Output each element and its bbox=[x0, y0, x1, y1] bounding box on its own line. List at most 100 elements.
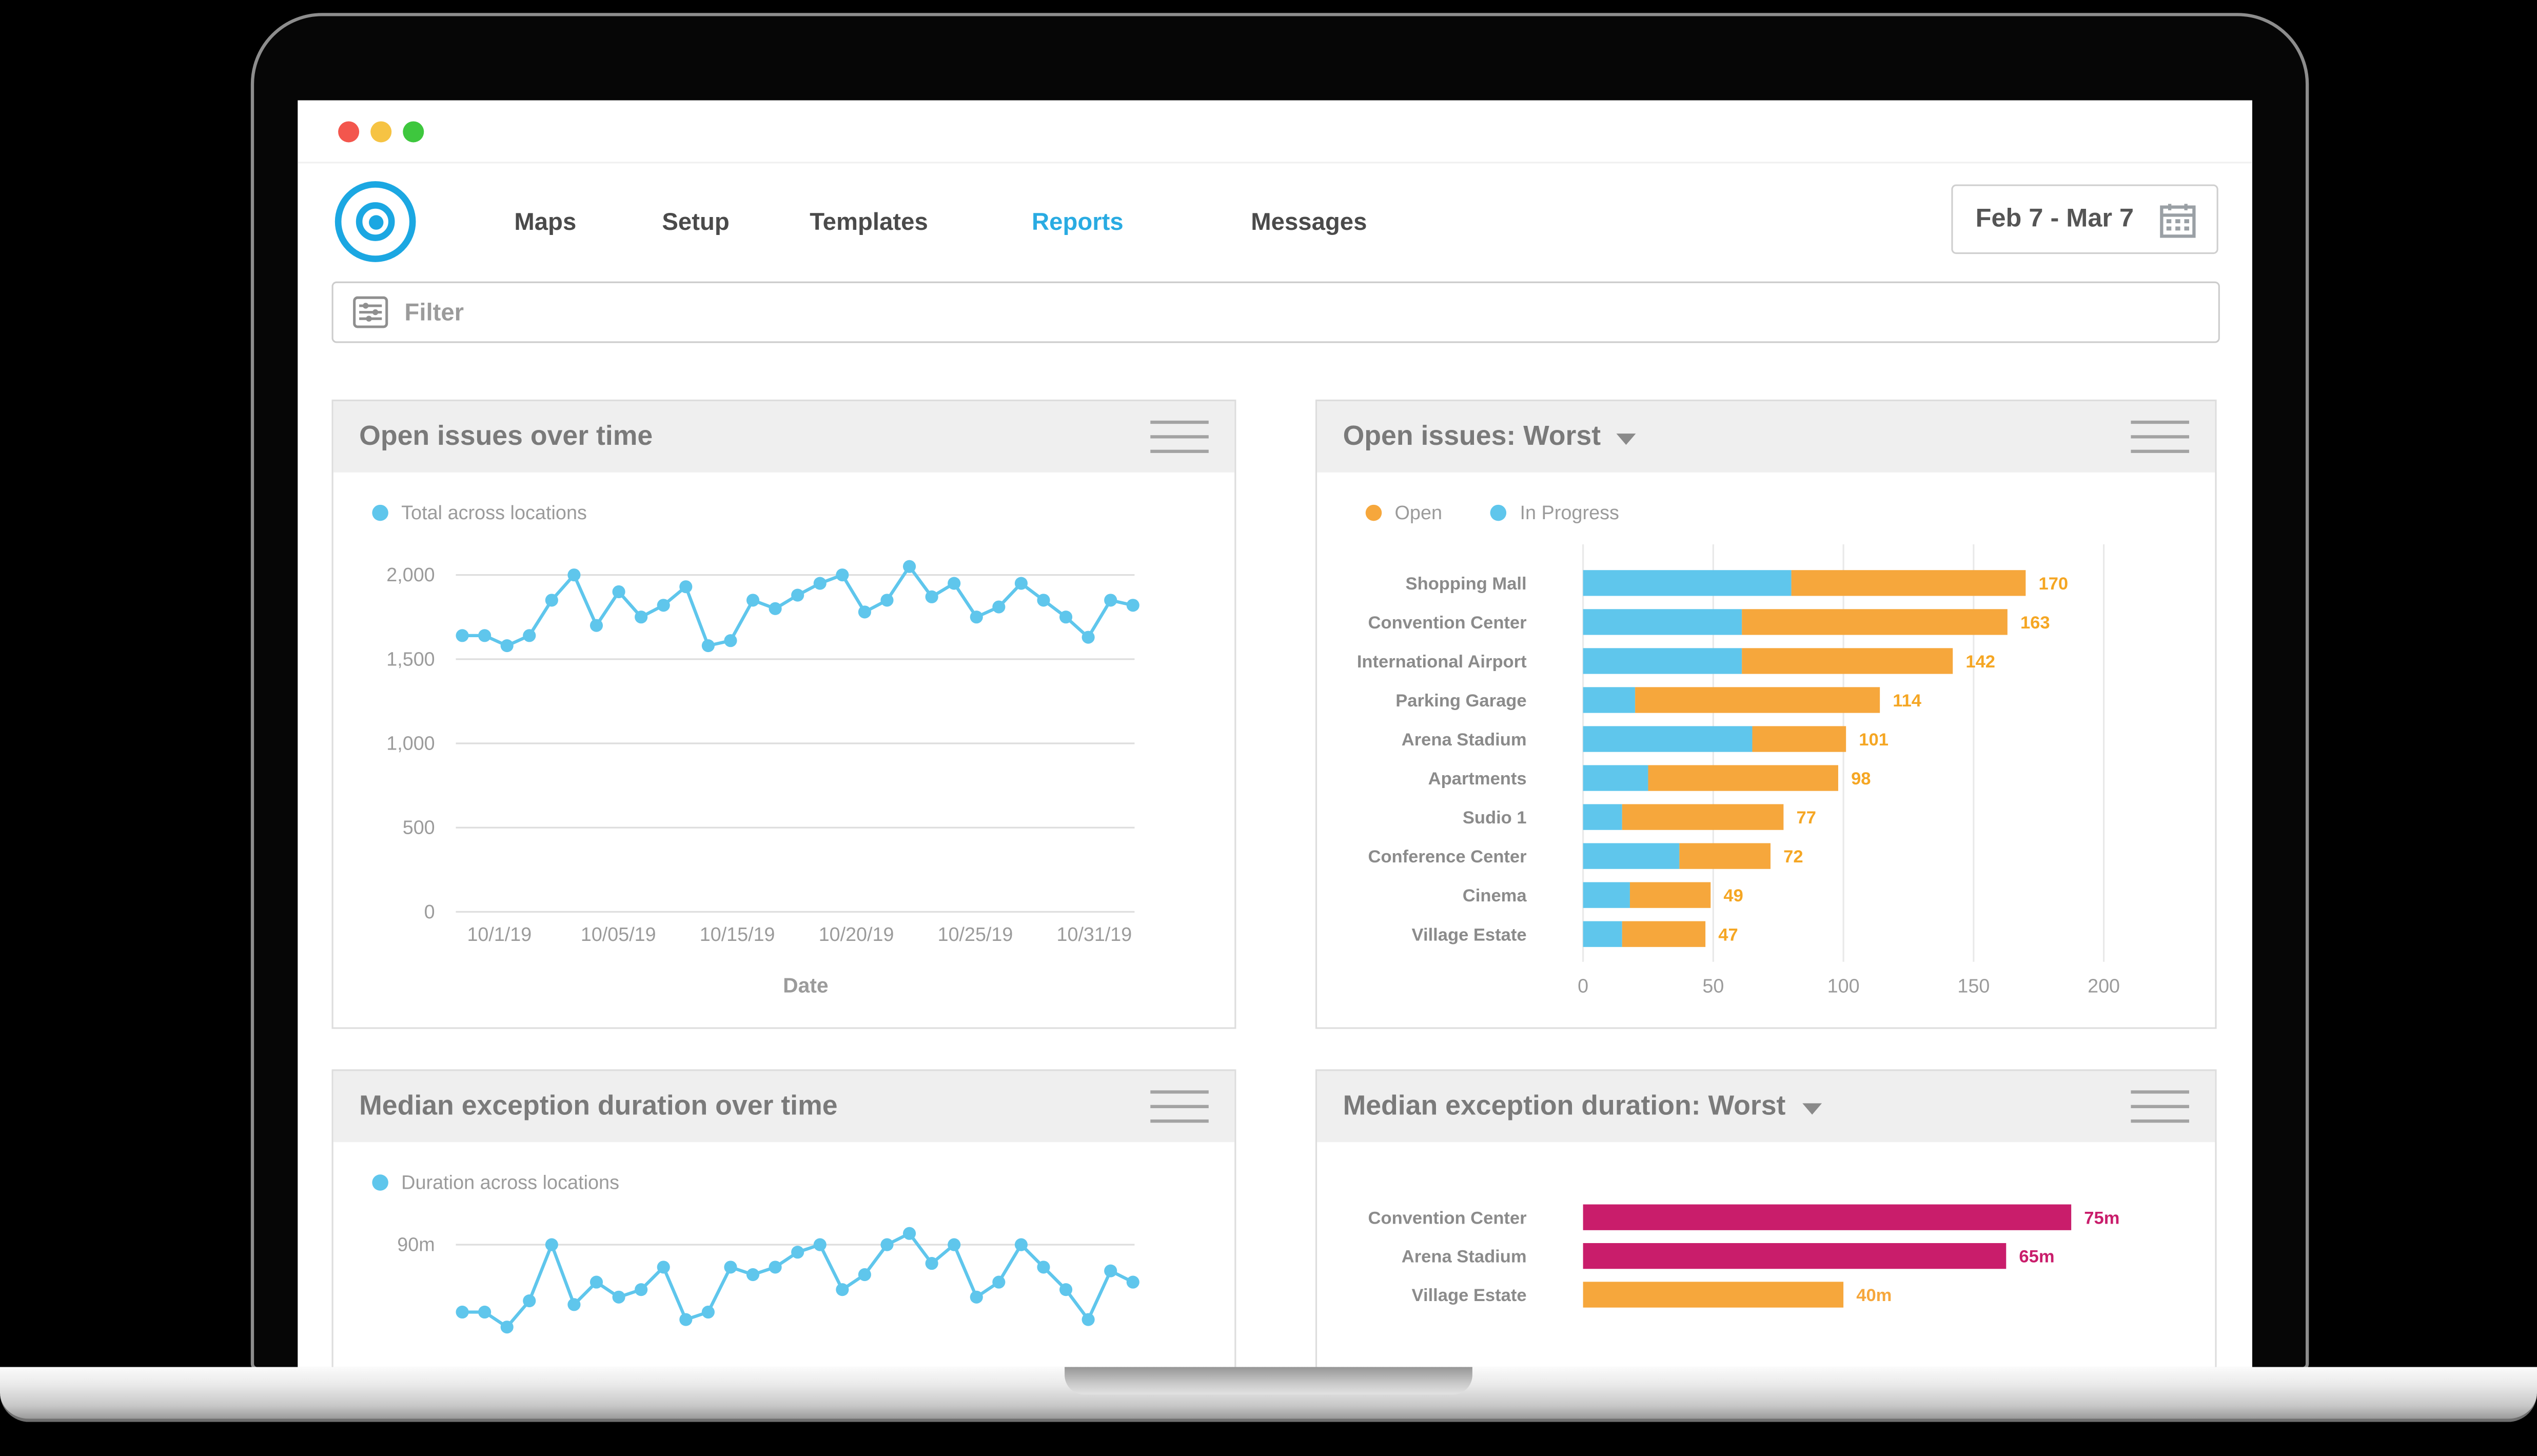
svg-text:10/31/19: 10/31/19 bbox=[1057, 923, 1132, 945]
filter-bar[interactable]: Filter bbox=[331, 281, 2220, 343]
card-menu-icon[interactable] bbox=[2131, 414, 2189, 459]
legend-label: Duration across locations bbox=[401, 1171, 620, 1194]
legend-dot-icon bbox=[372, 1174, 388, 1191]
svg-text:65m: 65m bbox=[2019, 1247, 2054, 1267]
card-title: Open issues over time bbox=[359, 420, 653, 451]
filter-sliders-icon bbox=[353, 296, 388, 328]
chart-legend: Open In Progress bbox=[1365, 501, 1619, 524]
bar-chart: Convention Center 75m Arena Stadium 65m Vill… bbox=[1368, 1204, 2119, 1308]
card-header: Open issues over time bbox=[333, 401, 1235, 473]
legend-item: Open bbox=[1365, 501, 1443, 524]
card-title: Open issues: Worst bbox=[1343, 420, 1601, 451]
svg-text:77: 77 bbox=[1797, 808, 1816, 828]
card-median-duration-worst: Median exception duration: Worst Convent… bbox=[1315, 1069, 2217, 1367]
svg-text:0: 0 bbox=[424, 901, 435, 922]
svg-text:Arena Stadium: Arena Stadium bbox=[1402, 730, 1527, 750]
svg-text:72: 72 bbox=[1783, 847, 1803, 867]
nav-item-templates[interactable]: Templates bbox=[810, 208, 928, 237]
card-body: Total across locations 2,000 1,500 1,000 50… bbox=[333, 473, 1235, 1031]
svg-text:2,000: 2,000 bbox=[386, 564, 435, 585]
svg-text:0: 0 bbox=[1578, 975, 1588, 996]
svg-text:98: 98 bbox=[1851, 769, 1871, 789]
svg-text:10/1/19: 10/1/19 bbox=[467, 923, 532, 945]
card-body: Convention Center 75m Arena Stadium 65m Vill… bbox=[1317, 1142, 2215, 1367]
card-body: Open In Progress 0 50 100 150 200 Shopping Ma… bbox=[1317, 473, 2215, 1031]
svg-text:142: 142 bbox=[1965, 652, 1995, 672]
legend-label: Open bbox=[1394, 501, 1443, 524]
card-open-issues-worst: Open issues: Worst Open In Progress bbox=[1315, 399, 2217, 1031]
window-minimize-button[interactable] bbox=[370, 121, 392, 143]
svg-text:163: 163 bbox=[2020, 613, 2050, 633]
nav-item-setup[interactable]: Setup bbox=[662, 208, 730, 237]
svg-text:Village Estate: Village Estate bbox=[1412, 1286, 1527, 1305]
card-menu-icon[interactable] bbox=[1150, 414, 1209, 459]
svg-text:Conference Center: Conference Center bbox=[1368, 847, 1527, 867]
legend-label: In Progress bbox=[1520, 501, 1619, 524]
legend-label: Total across locations bbox=[401, 501, 587, 524]
svg-text:49: 49 bbox=[1723, 886, 1743, 906]
nav-item-maps[interactable]: Maps bbox=[514, 208, 577, 237]
svg-text:Sudio 1: Sudio 1 bbox=[1463, 808, 1527, 828]
svg-text:Convention Center: Convention Center bbox=[1368, 1208, 1527, 1228]
card-title-dropdown[interactable]: Open issues: Worst bbox=[1343, 421, 1637, 453]
svg-text:10/15/19: 10/15/19 bbox=[700, 923, 775, 945]
svg-text:47: 47 bbox=[1718, 925, 1738, 945]
legend-dot-icon bbox=[1490, 504, 1507, 521]
svg-text:10/20/19: 10/20/19 bbox=[819, 923, 894, 945]
legend-item: In Progress bbox=[1490, 501, 1619, 524]
svg-text:1,500: 1,500 bbox=[386, 648, 435, 670]
legend-dot-icon bbox=[1365, 504, 1382, 521]
stacked-bar-chart: 0 50 100 150 200 Shopping Mall 170 Convention C… bbox=[1357, 544, 2120, 996]
svg-text:40m: 40m bbox=[1856, 1286, 1892, 1305]
svg-text:10/05/19: 10/05/19 bbox=[581, 923, 656, 945]
card-open-issues-over-time: Open issues over time Total across locat… bbox=[331, 399, 1236, 1031]
svg-text:90m: 90m bbox=[397, 1234, 435, 1255]
svg-text:Apartments: Apartments bbox=[1428, 769, 1527, 789]
svg-text:200: 200 bbox=[2088, 975, 2120, 996]
card-title-dropdown[interactable]: Median exception duration: Worst bbox=[1343, 1090, 1821, 1123]
nav-item-messages[interactable]: Messages bbox=[1251, 208, 1367, 237]
laptop-screen-bezel: Maps Setup Templates Reports Messages Fe… bbox=[250, 13, 2309, 1370]
card-menu-icon[interactable] bbox=[2131, 1084, 2189, 1129]
window-close-button[interactable] bbox=[338, 121, 360, 143]
laptop-base bbox=[0, 1367, 2537, 1422]
card-header: Median exception duration over time bbox=[333, 1071, 1235, 1143]
logo-dot bbox=[368, 214, 383, 229]
calendar-icon bbox=[2160, 203, 2196, 237]
card-header: Median exception duration: Worst bbox=[1317, 1071, 2215, 1143]
svg-text:100: 100 bbox=[1827, 975, 1860, 996]
window-titlebar bbox=[298, 101, 2252, 164]
card-median-duration-over-time: Median exception duration over time Dura… bbox=[331, 1069, 1236, 1367]
app-logo[interactable] bbox=[335, 181, 416, 262]
svg-text:Parking Garage: Parking Garage bbox=[1395, 691, 1526, 711]
line-chart: 2,000 1,500 1,000 500 0 10/1/19 10/05/19 10/15/… bbox=[386, 560, 1139, 997]
legend-item: Total across locations bbox=[372, 502, 587, 524]
date-range-picker[interactable]: Feb 7 - Mar 7 bbox=[1951, 184, 2218, 254]
card-header: Open issues: Worst bbox=[1317, 401, 2215, 473]
card-title: Median exception duration over time bbox=[359, 1090, 838, 1121]
svg-text:International Airport: International Airport bbox=[1357, 652, 1527, 672]
svg-text:50: 50 bbox=[1702, 975, 1724, 996]
line-chart: 90m10/1/1910/05/1910/15/1910/20/1910/25/… bbox=[397, 1227, 1139, 1334]
dropdown-caret-icon bbox=[1617, 434, 1637, 445]
svg-text:Convention Center: Convention Center bbox=[1368, 613, 1527, 633]
nav-item-reports[interactable]: Reports bbox=[1031, 208, 1124, 237]
laptop-base-notch bbox=[1065, 1367, 1472, 1395]
card-menu-icon[interactable] bbox=[1150, 1084, 1209, 1129]
svg-text:114: 114 bbox=[1893, 691, 1922, 711]
filter-label: Filter bbox=[404, 298, 464, 326]
card-body: Duration across locations 90m10/1/1910/0… bbox=[333, 1142, 1235, 1367]
svg-text:Shopping Mall: Shopping Mall bbox=[1406, 574, 1527, 594]
svg-text:170: 170 bbox=[2038, 574, 2068, 594]
app-window: Maps Setup Templates Reports Messages Fe… bbox=[298, 100, 2252, 1367]
svg-text:101: 101 bbox=[1859, 730, 1889, 750]
dropdown-caret-icon bbox=[1801, 1103, 1821, 1115]
card-title: Median exception duration: Worst bbox=[1343, 1090, 1786, 1121]
window-zoom-button[interactable] bbox=[403, 121, 424, 143]
chart-legend: Duration across locations bbox=[372, 1171, 619, 1194]
svg-text:10/25/19: 10/25/19 bbox=[938, 923, 1013, 945]
svg-text:Arena Stadium: Arena Stadium bbox=[1402, 1247, 1527, 1267]
legend-item: Duration across locations bbox=[372, 1171, 619, 1194]
svg-text:Date: Date bbox=[783, 973, 829, 997]
